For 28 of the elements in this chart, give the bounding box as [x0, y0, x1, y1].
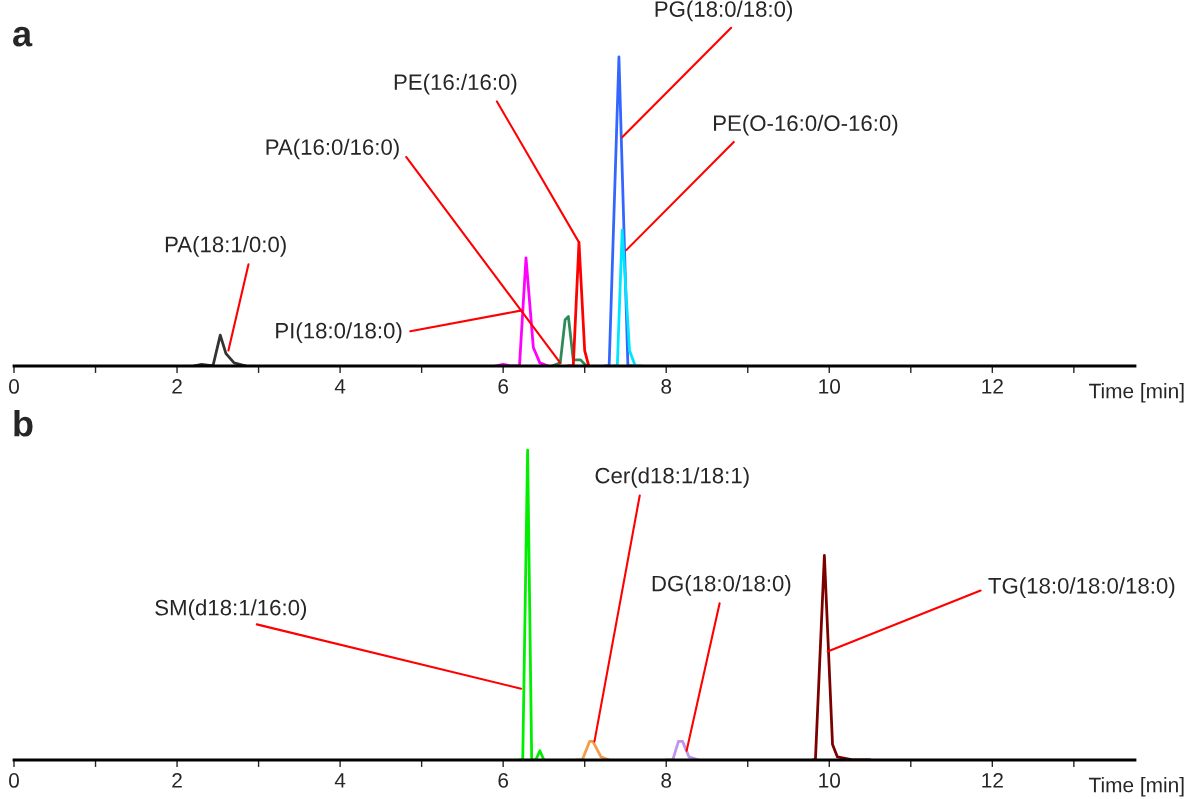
x-tick-label: 6 — [498, 773, 509, 788]
x-tick-label: 10 — [819, 379, 841, 394]
x-tick-label: 0 — [9, 379, 19, 394]
annotation: TG(18:0/18:0/18:0) — [988, 577, 1175, 599]
annotation: PA(16:0/16:0) — [266, 138, 399, 160]
chart-title: a — [13, 26, 33, 47]
chart-title: b — [14, 410, 33, 437]
x-tick-label: 2 — [172, 773, 182, 788]
x-tick-label: 6 — [498, 379, 509, 394]
annotation: PI(18:0/18:0) — [276, 322, 402, 343]
x-tick-label: 8 — [661, 773, 672, 788]
annotation: SM(d18:1/16:0) — [155, 599, 307, 620]
annotation: DG(18:0/18:0) — [652, 575, 791, 596]
x-tick-label: 12 — [982, 773, 1003, 788]
x-tick-label: 0 — [9, 773, 19, 788]
x-tick-label: 4 — [334, 773, 346, 788]
annotation: PE(O-16:0/O-16:0) — [714, 114, 898, 136]
x-axis-title: Time [min] — [1089, 777, 1184, 797]
x-tick-label: 12 — [982, 379, 1003, 394]
x-tick-label: 2 — [172, 379, 182, 394]
x-tick-label: 8 — [661, 379, 672, 394]
annotation: PA(18:1/0:0) — [165, 236, 286, 257]
annotation: Cer(d18:1/18:1) — [595, 467, 749, 488]
annotation: PE(16:/16:0) — [394, 73, 517, 95]
annotation: PG(18:0/18:0) — [655, 0, 792, 22]
x-tick-label: 4 — [334, 379, 346, 394]
x-tick-label: 10 — [819, 773, 841, 788]
x-axis-title: Time [min] — [1089, 383, 1184, 403]
